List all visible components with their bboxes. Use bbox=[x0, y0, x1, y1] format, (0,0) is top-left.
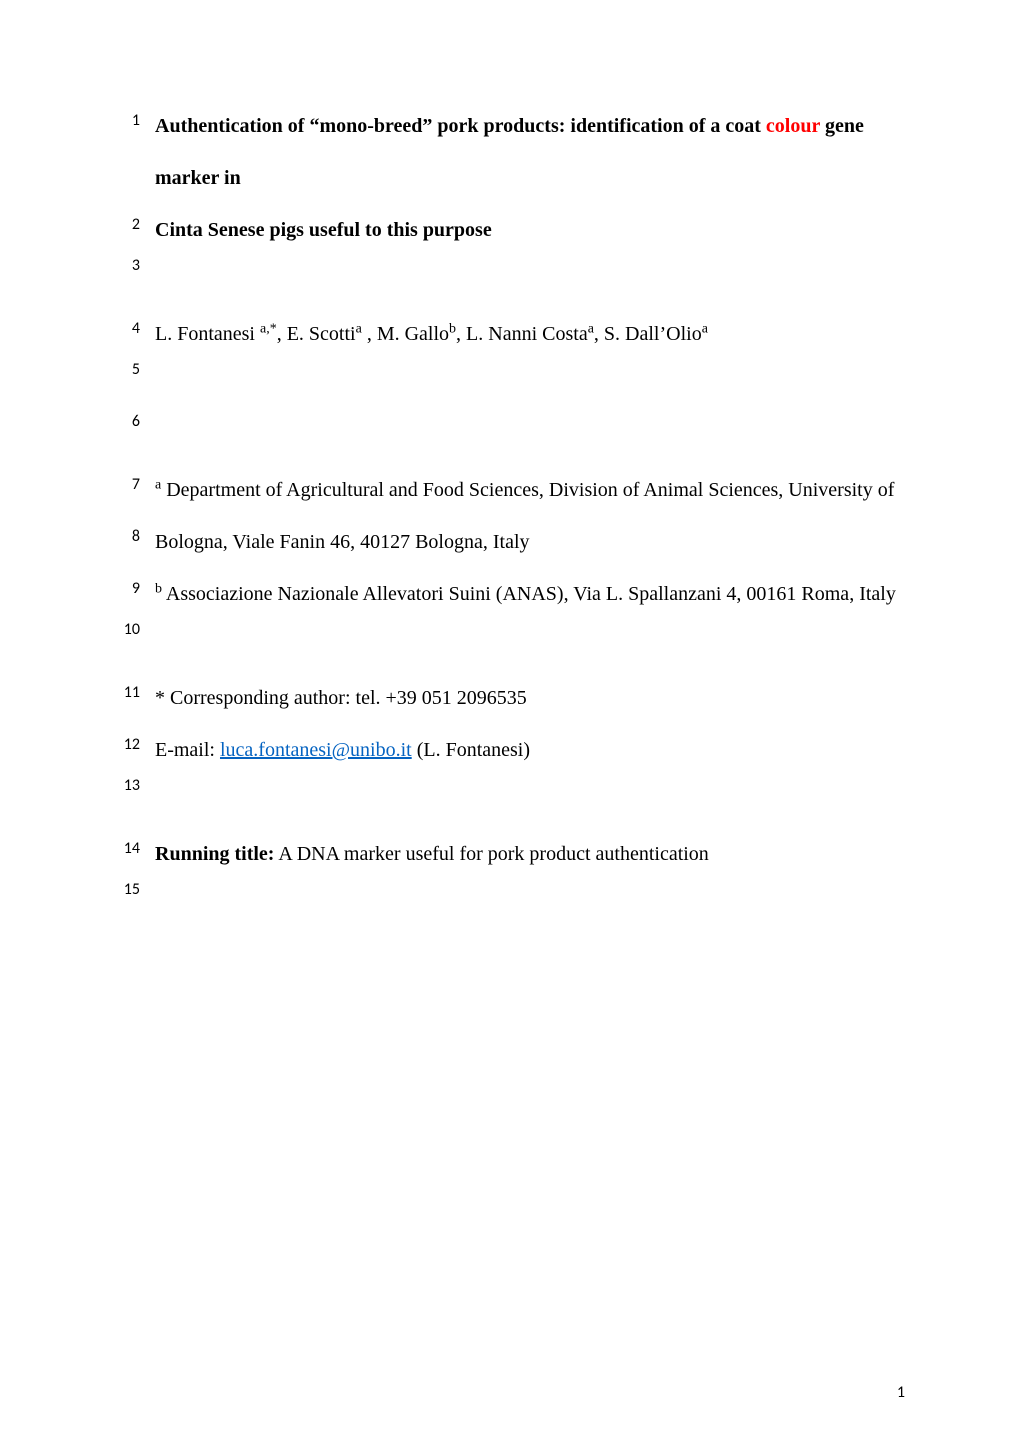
line-content: Bologna, Viale Fanin 46, 40127 Bologna, … bbox=[155, 531, 530, 553]
line-content: Authentication of “mono-breed” pork prod… bbox=[155, 115, 864, 189]
page-container: 1 Authentication of “mono-breed” pork pro… bbox=[0, 0, 1020, 1442]
text-line: 12E-mail: luca.fontanesi@unibo.it (L. Fo… bbox=[155, 724, 905, 776]
blank-line: 5 bbox=[155, 360, 905, 412]
text-line: 11* Corresponding author: tel. +39 051 2… bbox=[155, 672, 905, 724]
blank-line: 10 bbox=[155, 620, 905, 672]
text-line: 2Cinta Senese pigs useful to this purpos… bbox=[155, 204, 905, 256]
text-line: 1Authentication of “mono-breed” pork pro… bbox=[155, 100, 905, 204]
line-number: 1 bbox=[110, 100, 140, 142]
line-number: 6 bbox=[110, 412, 140, 431]
line-number: 12 bbox=[110, 724, 140, 766]
text-line: 7a Department of Agricultural and Food S… bbox=[155, 464, 905, 516]
line-number: 15 bbox=[110, 880, 140, 899]
line-number: 14 bbox=[110, 828, 140, 870]
text-line: 9b Associazione Nazionale Allevatori Sui… bbox=[155, 568, 905, 620]
line-number: 3 bbox=[110, 256, 140, 275]
blank-line: 13 bbox=[155, 776, 905, 828]
line-number: 2 bbox=[110, 204, 140, 246]
blank-line: 15 bbox=[155, 880, 905, 932]
line-content: L. Fontanesi a,*, E. Scottia , M. Gallob… bbox=[155, 323, 708, 345]
blank-line: 3 bbox=[155, 256, 905, 308]
manuscript-body: 1Authentication of “mono-breed” pork pro… bbox=[155, 100, 905, 932]
line-content: Running title: A DNA marker useful for p… bbox=[155, 843, 709, 865]
line-content: Cinta Senese pigs useful to this purpose bbox=[155, 219, 492, 241]
line-content: a Department of Agricultural and Food Sc… bbox=[155, 479, 894, 501]
line-number: 7 bbox=[110, 464, 140, 506]
text-line: 8Bologna, Viale Fanin 46, 40127 Bologna,… bbox=[155, 516, 905, 568]
line-number: 9 bbox=[110, 568, 140, 610]
text-line: 14Running title: A DNA marker useful for… bbox=[155, 828, 905, 880]
line-content: * Corresponding author: tel. +39 051 209… bbox=[155, 687, 527, 709]
line-number: 5 bbox=[110, 360, 140, 379]
blank-line: 6 bbox=[155, 412, 905, 464]
line-content: b Associazione Nazionale Allevatori Suin… bbox=[155, 583, 896, 605]
text-line: 4L. Fontanesi a,*, E. Scottia , M. Gallo… bbox=[155, 308, 905, 360]
line-content: E-mail: luca.fontanesi@unibo.it (L. Font… bbox=[155, 739, 530, 761]
line-number: 11 bbox=[110, 672, 140, 714]
page-number: 1 bbox=[897, 1383, 905, 1402]
line-number: 13 bbox=[110, 776, 140, 795]
line-number: 10 bbox=[110, 620, 140, 639]
line-number: 8 bbox=[110, 516, 140, 558]
line-number: 4 bbox=[110, 308, 140, 350]
